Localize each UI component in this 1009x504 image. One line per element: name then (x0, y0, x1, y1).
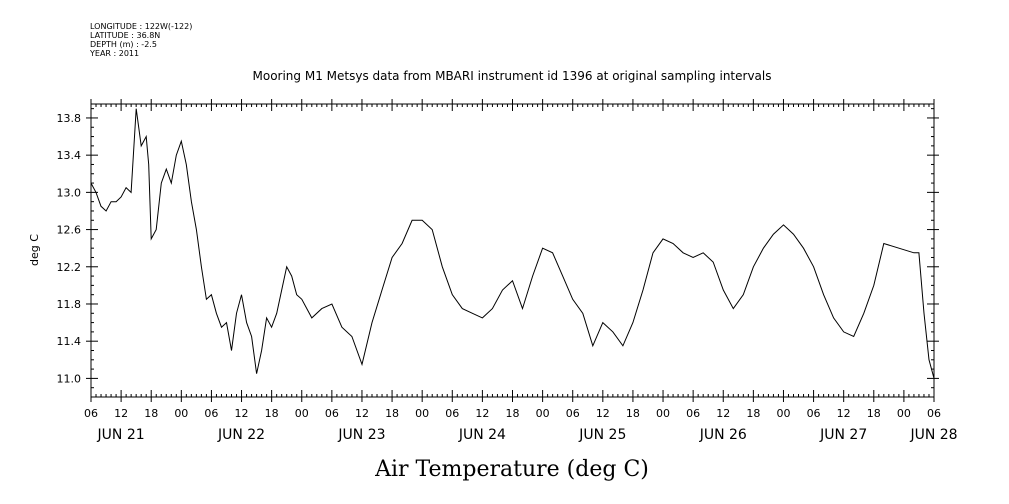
x-hour-label: 06 (325, 407, 339, 420)
x-hour-label: 00 (656, 407, 670, 420)
x-hour-label: 06 (927, 407, 941, 420)
x-hour-label: 18 (746, 407, 760, 420)
x-hour-label: 00 (295, 407, 309, 420)
depth-text: DEPTH (m) : -2.5 (90, 40, 157, 49)
x-hour-label: 06 (686, 407, 700, 420)
chart-caption: Air Temperature (deg C) (374, 457, 649, 482)
x-hour-label: 18 (867, 407, 881, 420)
y-tick-label: 11.4 (57, 335, 82, 348)
x-hour-label: 06 (566, 407, 580, 420)
x-hour-label: 12 (235, 407, 249, 420)
y-tick-label: 13.4 (57, 149, 82, 162)
x-hour-label: 00 (536, 407, 550, 420)
chart-title: Mooring M1 Metsys data from MBARI instru… (253, 69, 772, 83)
x-date-label: JUN 22 (217, 427, 265, 443)
x-hour-label: 12 (837, 407, 851, 420)
x-date-label: JUN 25 (578, 427, 626, 443)
y-axis-label: deg C (28, 234, 41, 266)
y-tick-label: 11.0 (57, 372, 82, 385)
x-hour-label: 06 (204, 407, 218, 420)
x-hour-label: 18 (144, 407, 158, 420)
x-hour-label: 12 (716, 407, 730, 420)
x-date-label: JUN 27 (819, 427, 867, 443)
x-hour-label: 12 (596, 407, 610, 420)
x-hour-label: 00 (776, 407, 790, 420)
x-date-label: JUN 24 (458, 427, 506, 443)
latitude-text: LATITUDE : 36.8N (90, 31, 161, 40)
y-tick-labels: 11.0 11.4 11.8 12.2 12.6 13.0 13.4 13.8 (57, 112, 82, 385)
x-date-label: JUN 28 (909, 427, 957, 443)
x-hour-label: 00 (897, 407, 911, 420)
year-text: YEAR : 2011 (90, 49, 140, 58)
x-hour-label: 18 (265, 407, 279, 420)
x-hour-label: 00 (174, 407, 188, 420)
x-hour-label: 12 (114, 407, 128, 420)
x-date-label: JUN 21 (97, 427, 145, 443)
x-hour-label: 18 (626, 407, 640, 420)
x-hour-labels: 06 12 18 00 06 12 18 00 06 12 18 00 06 12 18 00 06 12 18 00… (84, 407, 941, 420)
x-hour-label: 00 (415, 407, 429, 420)
x-hour-label: 06 (807, 407, 821, 420)
y-tick-label: 12.6 (57, 224, 82, 237)
x-hour-label: 18 (506, 407, 520, 420)
metadata-block: LONGITUDE : 122W(-122) LATITUDE : 36.8N … (90, 22, 192, 58)
x-date-label: JUN 26 (699, 427, 747, 443)
axis-ticks (86, 99, 939, 402)
x-hour-label: 06 (445, 407, 459, 420)
y-tick-label: 11.8 (57, 298, 82, 311)
x-hour-label: 12 (475, 407, 489, 420)
x-hour-label: 12 (355, 407, 369, 420)
x-date-label: JUN 23 (337, 427, 385, 443)
x-hour-label: 18 (385, 407, 399, 420)
y-tick-label: 13.0 (57, 186, 82, 199)
y-tick-label: 13.8 (57, 112, 82, 125)
longitude-text: LONGITUDE : 122W(-122) (90, 22, 193, 31)
y-tick-label: 12.2 (57, 261, 82, 274)
plot-frame (90, 103, 935, 398)
x-date-labels: JUN 21 JUN 22 JUN 23 JUN 24 JUN 25 JUN 26 JUN … (97, 427, 958, 443)
x-hour-label: 06 (84, 407, 98, 420)
series-line (90, 108, 935, 379)
